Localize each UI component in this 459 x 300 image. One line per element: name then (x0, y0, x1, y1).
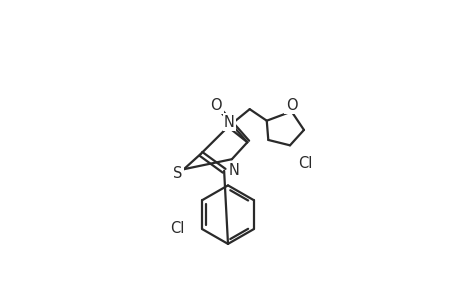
Text: S: S (173, 166, 182, 181)
Text: Cl: Cl (170, 221, 185, 236)
Text: Cl: Cl (298, 155, 312, 170)
Text: O: O (210, 98, 222, 113)
Text: O: O (285, 98, 297, 113)
Text: N: N (224, 115, 235, 130)
Text: N: N (228, 163, 239, 178)
